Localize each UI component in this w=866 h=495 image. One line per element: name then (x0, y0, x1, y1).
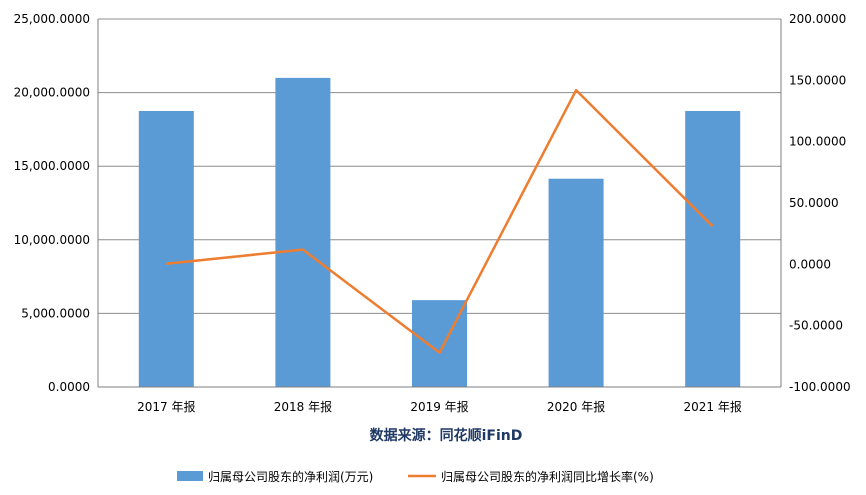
axes (97, 19, 782, 388)
left-axis-tick-label: 15,000.0000 (14, 159, 90, 173)
right-axis-tick-label: 0.0000 (789, 257, 831, 271)
legend-line-label: 归属母公司股东的净利润同比增长率(%) (441, 469, 654, 484)
category-labels: 2017 年报 2018 年报 2019 年报 2020 年报 2021 年报 (137, 399, 742, 414)
bar (685, 111, 741, 387)
right-axis-tick-label: 50.0000 (789, 196, 839, 210)
category-label: 2018 年报 (274, 399, 332, 414)
right-axis-tick-label: 150.0000 (789, 73, 846, 87)
left-axis-tick-label: 0.0000 (48, 380, 90, 394)
category-label: 2021 年报 (684, 399, 742, 414)
bar-series (138, 77, 741, 387)
left-axis-tick-labels: 0.0000 5,000.0000 10,000.0000 15,000.0000 20… (14, 12, 90, 394)
legend-bar-label: 归属母公司股东的净利润(万元) (208, 469, 373, 484)
legend-bar-swatch (177, 471, 203, 481)
right-axis-tick-label: 200.0000 (789, 12, 846, 26)
bar (412, 300, 467, 387)
left-axis-tick-label: 10,000.0000 (14, 233, 90, 247)
right-axis-tick-label: -100.0000 (789, 380, 851, 394)
right-axis-tick-label: 100.0000 (789, 135, 846, 149)
category-label: 2020 年报 (547, 399, 605, 414)
bar (275, 77, 331, 387)
line-series (166, 88, 714, 354)
left-axis-tick-label: 5,000.0000 (21, 306, 90, 320)
category-label: 2017 年报 (137, 399, 195, 414)
source-note: 数据来源：同花顺iFinD (370, 427, 523, 444)
left-axis-tick-label: 25,000.0000 (14, 12, 90, 26)
category-label: 2019 年报 (410, 399, 468, 414)
growth-rate-line (166, 88, 714, 354)
legend: 归属母公司股东的净利润(万元) 归属母公司股东的净利润同比增长率(%) (177, 469, 654, 484)
left-axis-tick-label: 20,000.0000 (14, 86, 90, 100)
right-axis-tick-labels: -100.0000 -50.0000 0.0000 50.0000 100.0000 15… (789, 12, 851, 394)
bar (138, 111, 194, 387)
right-axis-tick-label: -50.0000 (789, 319, 843, 333)
bar (548, 178, 604, 387)
